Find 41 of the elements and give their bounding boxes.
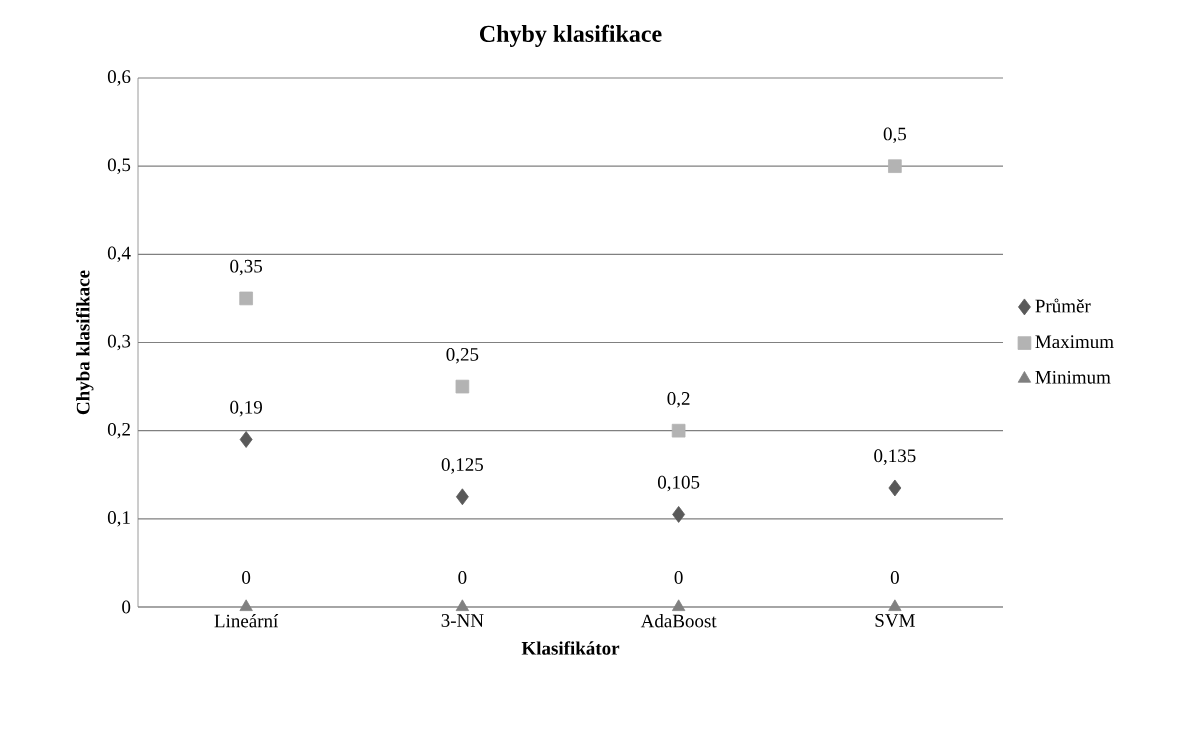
x-axis-title: Klasifikátor [521, 641, 620, 655]
data-label: 0,5 [883, 127, 907, 144]
y-tick-label: 0,4 [107, 246, 131, 263]
data-label: 0 [890, 571, 899, 584]
chart-title: Chyby klasifikace [479, 24, 662, 47]
y-tick-label: 0 [122, 600, 131, 614]
point [239, 431, 253, 448]
point [672, 506, 686, 523]
data-label: 0 [674, 571, 683, 584]
data-label: 0,35 [230, 259, 263, 276]
y-tick-label: 0,6 [107, 70, 131, 86]
x-tick-label: 3-NN [441, 614, 484, 627]
point [888, 159, 902, 173]
point [672, 599, 686, 611]
y-tick-label: 0,2 [107, 422, 130, 439]
data-label: 0,2 [667, 392, 690, 408]
point [671, 423, 686, 438]
legend-label: Minimum [1035, 370, 1111, 384]
legend-label: Maximum [1035, 335, 1114, 349]
y-axis-title: Chyba klasifikace [75, 270, 94, 415]
x-tick-label: SVM [875, 614, 915, 627]
point [888, 599, 902, 611]
data-label: 0,135 [874, 449, 916, 465]
point [455, 599, 470, 611]
y-tick-label: 0,1 [107, 511, 130, 527]
legend-label: Průměr [1035, 298, 1091, 313]
point [455, 488, 469, 506]
x-tick-label: Lineární [214, 614, 279, 628]
y-tick-label: 0,5 [107, 158, 131, 174]
data-label: 0,125 [441, 458, 484, 474]
data-label: 0,19 [230, 400, 262, 417]
data-label: 0,105 [657, 475, 700, 492]
point [239, 599, 253, 611]
point [888, 479, 902, 497]
point [455, 379, 470, 394]
point [239, 291, 253, 306]
data-label: 0,25 [446, 347, 479, 364]
data-label: 0 [242, 571, 251, 584]
y-tick-label: 0,3 [107, 334, 131, 351]
data-label: 0 [458, 571, 467, 584]
x-tick-label: AdaBoost [640, 614, 717, 628]
